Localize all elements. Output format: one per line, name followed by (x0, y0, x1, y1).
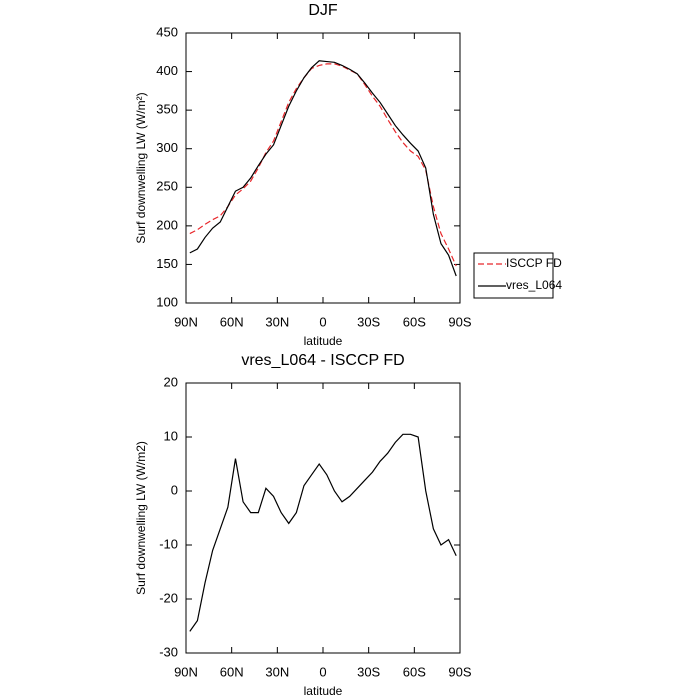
y-tick-label: -10 (159, 536, 178, 551)
x-tick-label: 90S (448, 314, 471, 329)
y-axis-label: Surf downwelling LW (W/m²) (134, 92, 148, 243)
x-axis-label: latitude (304, 684, 343, 698)
plot-frame (185, 32, 461, 304)
data-line (189, 433, 457, 632)
y-tick-label: 200 (156, 217, 178, 232)
y-tick-label: 150 (156, 256, 178, 271)
y-tick-label: 100 (156, 294, 178, 309)
data-line (189, 63, 457, 267)
y-tick-label: 20 (164, 374, 178, 389)
y-tick-label: 350 (156, 102, 178, 117)
x-tick-label: 30N (265, 314, 289, 329)
legend-box (473, 252, 554, 299)
x-tick-label: 0 (319, 314, 326, 329)
y-tick-label: 300 (156, 140, 178, 155)
x-tick-label: 30N (265, 664, 289, 679)
y-tick-label: -30 (159, 644, 178, 659)
y-tick-label: 0 (171, 482, 178, 497)
x-tick-label: 60N (220, 664, 244, 679)
x-tick-label: 90N (174, 664, 198, 679)
y-tick-label: -20 (159, 590, 178, 605)
y-tick-label: 250 (156, 179, 178, 194)
y-tick-label: 400 (156, 63, 178, 78)
legend-label: vres_L064 (506, 278, 562, 292)
x-tick-label: 0 (319, 664, 326, 679)
x-tick-label: 60S (403, 664, 426, 679)
chart-title: DJF (308, 2, 338, 19)
y-axis-label: Surf downwelling LW (W/m2) (134, 441, 148, 595)
legend-label: ISCCP FD (506, 256, 562, 270)
data-line (189, 60, 457, 277)
x-tick-label: 60N (220, 314, 244, 329)
chart-title: vres_L064 - ISCCP FD (241, 352, 404, 369)
plot-frame (185, 382, 461, 654)
y-tick-label: 450 (156, 24, 178, 39)
x-tick-label: 30S (357, 314, 380, 329)
x-tick-label: 60S (403, 314, 426, 329)
x-axis-label: latitude (304, 334, 343, 348)
x-tick-label: 90S (448, 664, 471, 679)
x-tick-label: 90N (174, 314, 198, 329)
x-tick-label: 30S (357, 664, 380, 679)
y-tick-label: 10 (164, 428, 178, 443)
